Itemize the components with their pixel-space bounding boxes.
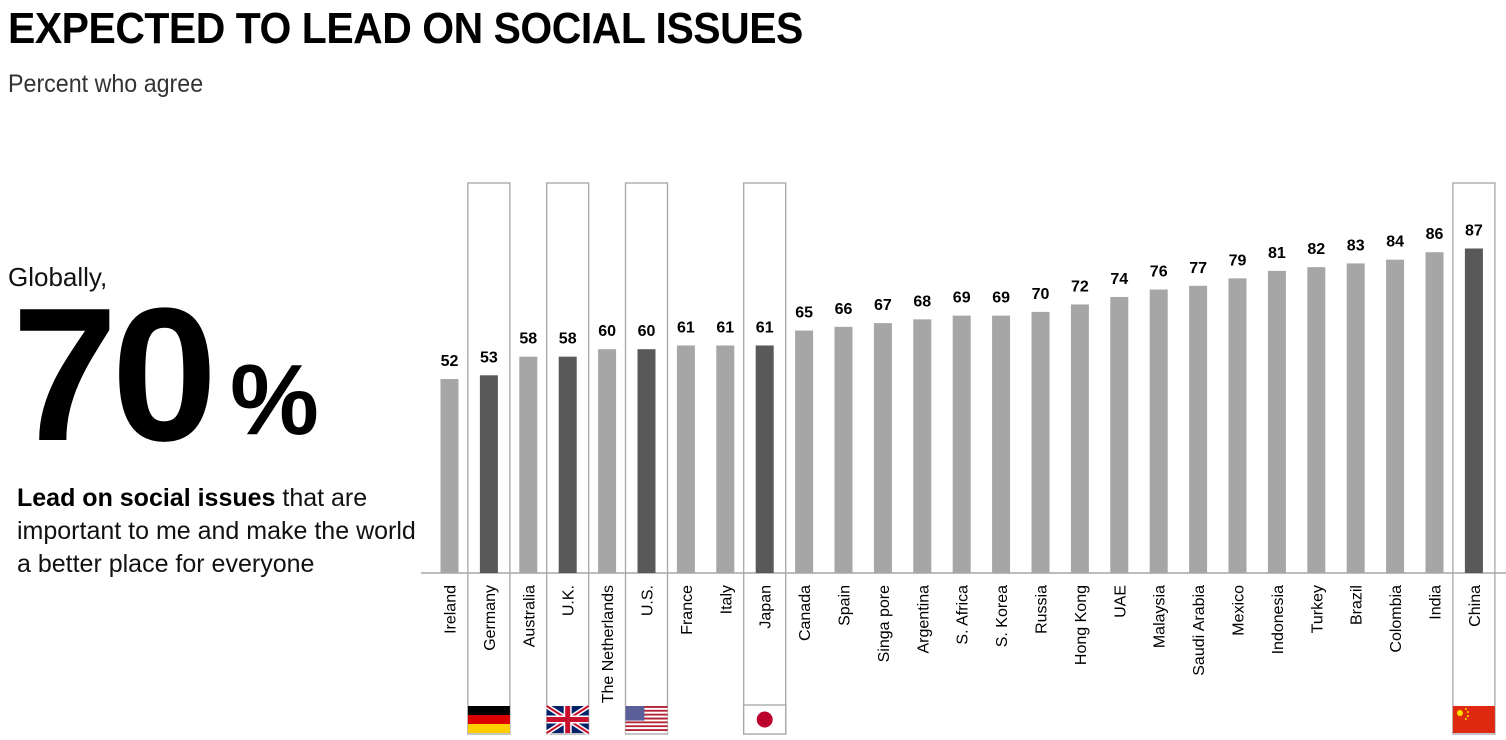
callout-statement: Lead on social issues that are important… — [17, 482, 417, 581]
x-tick-label: Japan — [758, 585, 775, 629]
bar-s-korea — [992, 315, 1011, 573]
bar-singa-pore — [873, 323, 892, 573]
data-label: 69 — [953, 290, 971, 307]
data-label: 76 — [1150, 264, 1168, 281]
bar-canada — [795, 330, 814, 573]
x-tick-label: Malaysia — [1152, 585, 1169, 648]
data-label: 60 — [598, 323, 616, 340]
data-label: 74 — [1110, 271, 1128, 288]
x-tick-label: Brazil — [1349, 585, 1366, 625]
bar-spain — [834, 326, 853, 573]
data-label: 86 — [1426, 226, 1444, 243]
bar-india — [1425, 252, 1444, 573]
germany-flag-icon — [467, 706, 510, 733]
x-tick-label: China — [1467, 585, 1484, 627]
data-label: 72 — [1071, 278, 1089, 295]
china-flag-icon — [1452, 706, 1495, 733]
data-label: 84 — [1386, 234, 1404, 251]
bar-uae — [1110, 296, 1129, 573]
x-tick-label: U.K. — [561, 585, 578, 616]
x-tick-label: UAE — [1112, 585, 1129, 618]
statement-bold: Lead on social issues — [17, 484, 276, 512]
highlight-box — [1452, 182, 1496, 735]
bar-france — [676, 345, 695, 573]
data-label: 60 — [638, 323, 656, 340]
x-tick-label: Ireland — [443, 585, 460, 634]
callout-prefix: Globally, — [8, 262, 108, 292]
data-label: 77 — [1189, 260, 1207, 277]
x-tick-label: Hong Kong — [1073, 585, 1090, 665]
bar-china — [1464, 248, 1483, 574]
x-tick-label: S. Korea — [994, 585, 1011, 647]
bar-colombia — [1386, 259, 1405, 573]
x-tick-label: India — [1428, 585, 1445, 620]
chart-subtitle: Percent who agree — [8, 70, 204, 98]
bar-turkey — [1307, 267, 1326, 573]
bar-the-netherlands — [598, 349, 617, 573]
data-label: 68 — [913, 293, 931, 310]
x-tick-label: Argentina — [915, 585, 932, 654]
bar-australia — [519, 356, 538, 573]
x-tick-label: Canada — [797, 585, 814, 641]
x-tick-label: S. Africa — [955, 585, 972, 645]
x-tick-label: France — [679, 585, 696, 635]
japan-flag-icon — [743, 704, 787, 735]
highlight-box — [546, 182, 590, 735]
data-label: 58 — [519, 331, 537, 348]
chart-title: EXPECTED TO LEAD ON SOCIAL ISSUES — [8, 4, 803, 53]
data-label: 58 — [559, 331, 577, 348]
bar-indonesia — [1267, 270, 1286, 573]
x-tick-label: Mexico — [1231, 585, 1248, 636]
bar-malaysia — [1149, 289, 1168, 573]
bar-ireland — [440, 379, 459, 573]
data-label: 61 — [716, 319, 734, 336]
x-tick-label: Turkey — [1309, 585, 1326, 633]
data-label: 81 — [1268, 245, 1286, 262]
bar-saudi-arabia — [1189, 285, 1208, 573]
data-label: 79 — [1229, 252, 1247, 269]
callout-percent-sign: % — [230, 344, 319, 456]
x-tick-label: The Netherlands — [600, 585, 617, 703]
data-label: 70 — [1032, 286, 1050, 303]
highlight-box — [467, 182, 511, 735]
data-label: 66 — [835, 301, 853, 318]
data-label: 61 — [677, 319, 695, 336]
statement-rest: that are important to me and make the wo… — [17, 484, 416, 578]
data-label: 82 — [1307, 241, 1325, 258]
uk-flag-icon — [545, 703, 591, 736]
x-tick-label: Germany — [482, 585, 499, 651]
data-label: 61 — [756, 319, 774, 336]
bar-russia — [1031, 311, 1050, 573]
data-label: 65 — [795, 305, 813, 322]
data-label: 53 — [480, 349, 498, 366]
x-tick-label: Singa pore — [876, 585, 893, 662]
data-label: 87 — [1465, 222, 1483, 239]
bar-argentina — [913, 319, 932, 573]
bar-u-s- — [637, 349, 656, 573]
bar-brazil — [1346, 263, 1365, 573]
bar-germany — [479, 375, 498, 573]
bar-italy — [716, 345, 735, 573]
bar-japan — [755, 345, 774, 573]
data-label: 52 — [441, 353, 459, 370]
data-label: 69 — [992, 290, 1010, 307]
bar-hong-kong — [1070, 304, 1089, 573]
data-label: 67 — [874, 297, 892, 314]
x-tick-label: Colombia — [1388, 585, 1405, 653]
bar-mexico — [1228, 278, 1247, 573]
highlight-box — [624, 182, 669, 735]
x-tick-label: Russia — [1034, 585, 1051, 634]
x-tick-label: Indonesia — [1270, 585, 1287, 654]
us-flag-icon — [625, 706, 668, 733]
bar-u-k- — [558, 356, 577, 573]
bar-s-africa — [952, 315, 971, 573]
x-tick-label: Saudi Arabia — [1191, 585, 1208, 676]
x-tick-label: Italy — [718, 585, 735, 614]
callout-number: 70 — [12, 269, 217, 481]
x-tick-label: Spain — [837, 585, 854, 626]
x-tick-label: Australia — [521, 585, 538, 647]
x-tick-label: U.S. — [640, 585, 657, 616]
data-label: 83 — [1347, 237, 1365, 254]
